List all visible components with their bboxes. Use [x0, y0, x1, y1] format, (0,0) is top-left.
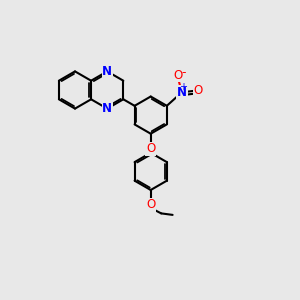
Text: N: N — [102, 65, 112, 78]
Text: +: + — [179, 82, 187, 92]
Text: O: O — [174, 69, 183, 82]
Text: O: O — [146, 142, 155, 155]
Text: N: N — [102, 102, 112, 115]
Text: O: O — [146, 199, 155, 212]
Text: -: - — [182, 66, 186, 79]
Text: N: N — [177, 86, 187, 99]
Text: O: O — [194, 84, 202, 97]
